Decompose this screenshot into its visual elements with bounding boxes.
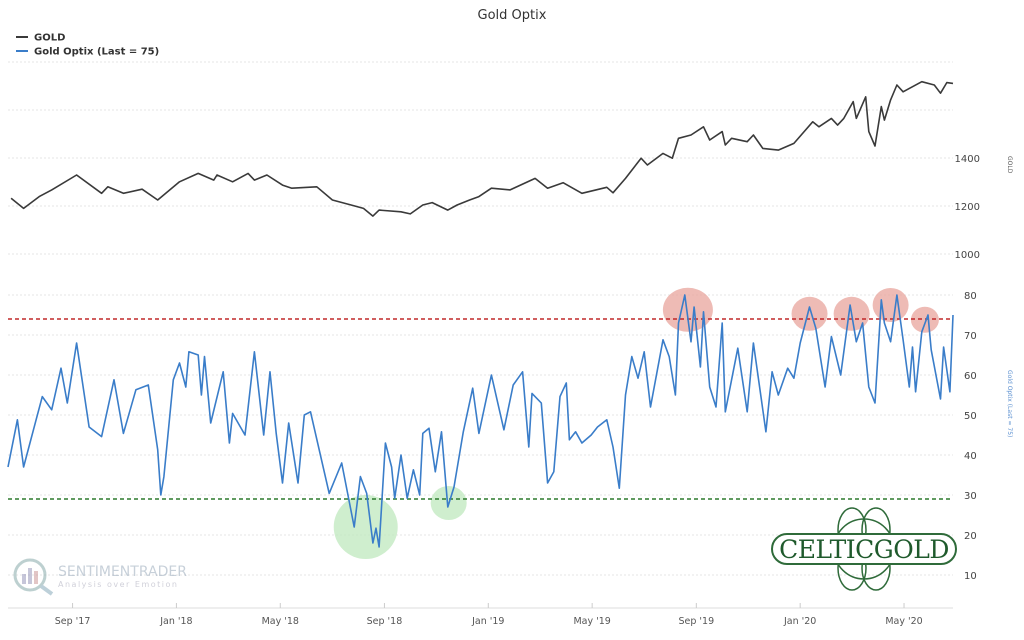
x-tick-label: Jan '20	[783, 616, 816, 627]
optix-tick-label: 30	[964, 491, 977, 502]
series-lines	[7, 80, 954, 548]
logo-banner	[771, 533, 957, 565]
watermark-bar-icon	[22, 574, 26, 584]
x-tick-label: May '20	[885, 616, 922, 627]
optix-tick-label: 50	[964, 411, 977, 422]
highlight-circles	[333, 287, 939, 559]
legend-optix: Gold Optix (Last = 75)	[34, 47, 159, 58]
y-axis-ticks: 1000 1200 1400 10 20 30 40 50 60 70 80	[955, 154, 980, 582]
optix-axis-label: Gold Optix (Last = 75)	[1006, 370, 1013, 437]
legend: GOLD Gold Optix (Last = 75)	[16, 33, 159, 58]
x-axis-ticks: Sep '17 Jan '18 May '18 Sep '18 Jan '19 May '…	[55, 603, 923, 627]
x-tick-label: Sep '19	[679, 616, 715, 627]
high-circle	[791, 296, 828, 331]
optix-tick-label: 40	[964, 451, 977, 462]
gold-tick-label: 1000	[955, 250, 980, 261]
threshold-lines	[8, 318, 953, 500]
celticgold-logo: CELTICGOLD	[771, 507, 957, 591]
gold-tick-label: 1200	[955, 202, 980, 213]
watermark-handle-icon	[39, 584, 54, 596]
watermark-name: SENTIMENTRADER	[58, 564, 187, 580]
optix-tick-label: 20	[964, 531, 977, 542]
optix-tick-label: 60	[964, 371, 977, 382]
high-circle	[662, 287, 713, 332]
chart-title: Gold Optix	[478, 8, 547, 23]
sentimentrader-watermark: SENTIMENTRADER Analysis over Emotion	[13, 558, 187, 596]
low-circle	[333, 495, 398, 559]
x-tick-label: May '19	[573, 616, 610, 627]
x-tick-label: Jan '19	[471, 616, 504, 627]
high-circle	[872, 288, 909, 322]
high-circle	[910, 306, 939, 333]
logo-text: CELTICGOLD	[779, 535, 949, 564]
watermark-tagline: Analysis over Emotion	[58, 580, 178, 589]
legend-gold: GOLD	[34, 33, 65, 44]
optix-tick-label: 70	[964, 331, 977, 342]
watermark-bar-icon	[28, 568, 32, 584]
x-tick-label: Sep '18	[367, 616, 403, 627]
gold-optix-line	[7, 294, 954, 548]
gold-tick-label: 1400	[955, 154, 980, 165]
gridlines	[8, 61, 953, 576]
gold-axis-label: GOLD	[1006, 156, 1013, 174]
watermark-magnifier-icon	[13, 558, 47, 592]
watermark-bar-icon	[34, 571, 38, 584]
x-tick-label: Jan '18	[159, 616, 192, 627]
x-tick-label: Sep '17	[55, 616, 91, 627]
optix-tick-label: 10	[964, 571, 977, 582]
optix-tick-label: 80	[964, 291, 977, 302]
x-tick-label: May '18	[262, 616, 299, 627]
gold-price-line	[10, 80, 954, 217]
